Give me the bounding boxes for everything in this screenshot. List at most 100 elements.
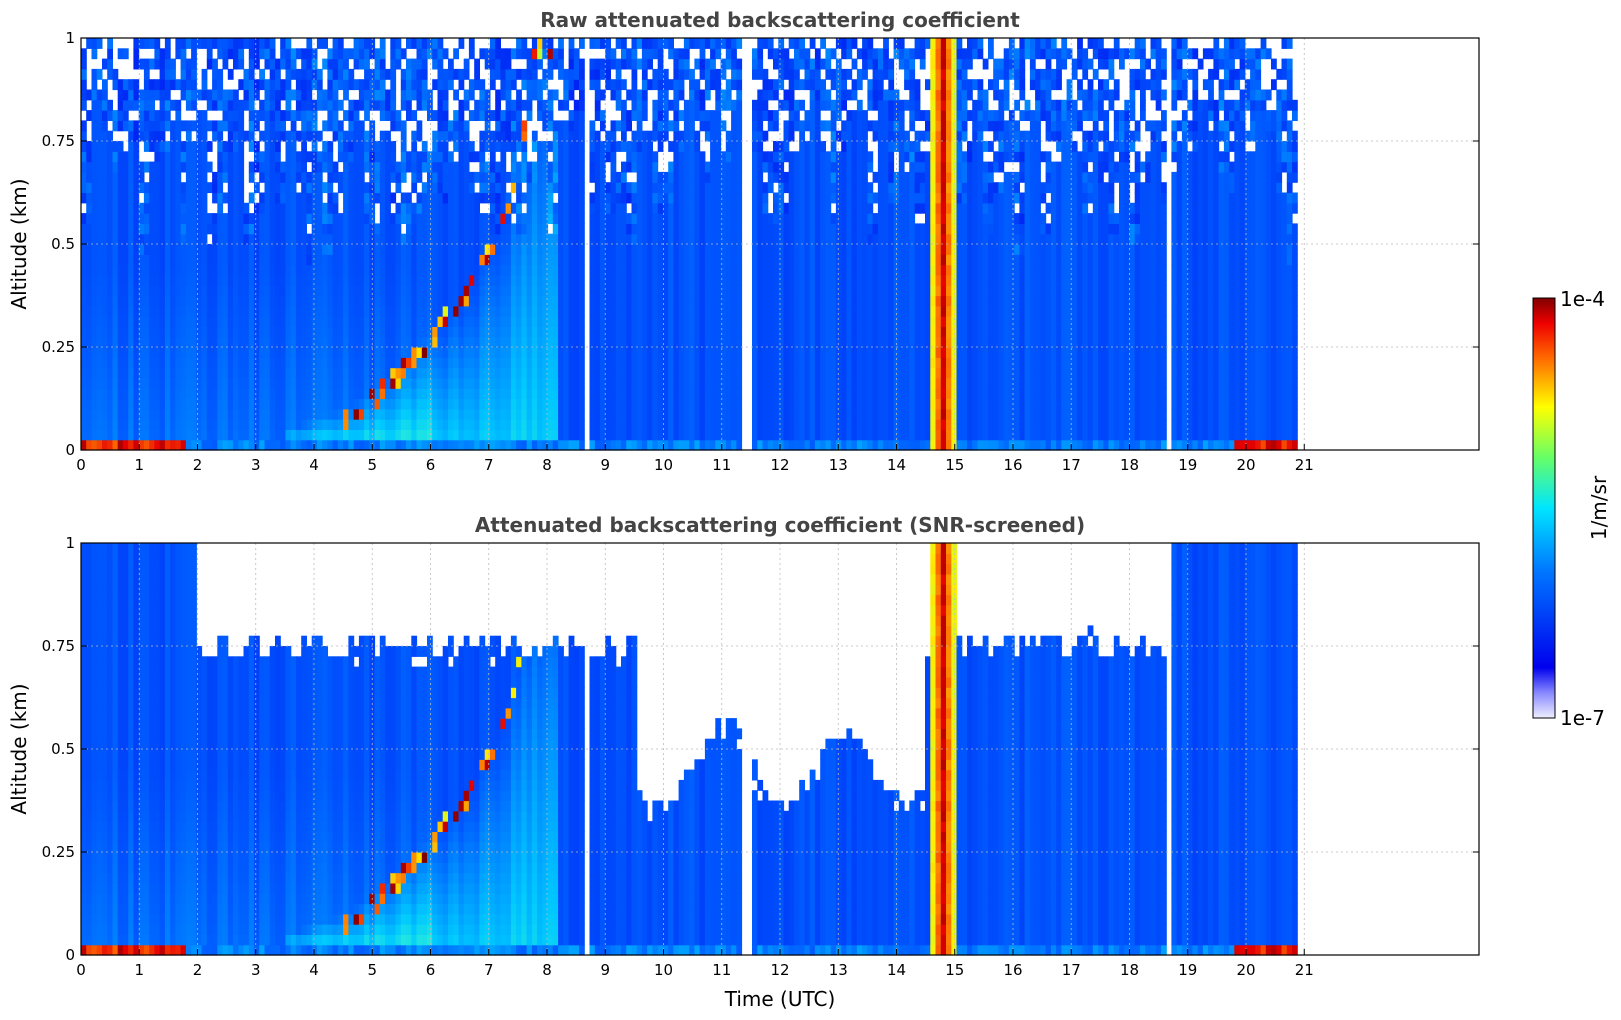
heatmap-cell xyxy=(773,419,779,430)
heatmap-cell xyxy=(521,151,528,163)
heatmap-cell xyxy=(222,398,229,410)
heatmap-cell xyxy=(809,254,816,266)
heatmap-cell xyxy=(264,254,271,266)
heatmap-cell xyxy=(809,377,816,389)
heatmap-cell xyxy=(710,305,716,317)
heatmap-cell xyxy=(327,439,334,451)
heatmap-cell xyxy=(725,305,732,317)
heatmap-cell xyxy=(526,316,533,327)
heatmap-cell xyxy=(594,408,601,420)
chart-title: Raw attenuated backscattering coefficien… xyxy=(540,8,1020,32)
heatmap-cell xyxy=(390,326,397,338)
heatmap-cell xyxy=(416,130,423,142)
heatmap-cell xyxy=(673,120,680,132)
heatmap-cell xyxy=(421,99,428,111)
heatmap-cell xyxy=(227,130,234,142)
heatmap-cell xyxy=(280,161,286,173)
heatmap-cell xyxy=(668,202,674,214)
heatmap-cell xyxy=(516,182,522,194)
heatmap-cell xyxy=(794,68,800,80)
heatmap-cell xyxy=(358,130,365,142)
heatmap-cell xyxy=(196,347,203,358)
heatmap-cell xyxy=(484,130,491,142)
heatmap-cell xyxy=(626,388,632,400)
heatmap-cell xyxy=(563,120,570,132)
heatmap-cell xyxy=(594,110,601,121)
heatmap-cell xyxy=(107,264,113,276)
heatmap-cell xyxy=(364,141,370,152)
heatmap-cell xyxy=(364,213,370,224)
heatmap-cell xyxy=(385,182,391,194)
heatmap-cell xyxy=(710,171,716,183)
heatmap-cell xyxy=(542,233,549,245)
heatmap-cell xyxy=(783,398,790,410)
heatmap-cell xyxy=(442,99,449,111)
heatmap-cell xyxy=(489,408,496,420)
heatmap-cell xyxy=(809,244,816,255)
heatmap-cell xyxy=(720,419,727,430)
heatmap-cell xyxy=(400,192,407,204)
heatmap-cell xyxy=(316,326,323,338)
heatmap-cell xyxy=(453,336,459,348)
heatmap-cell xyxy=(542,120,549,132)
heatmap-cell xyxy=(783,357,790,369)
heatmap-cell xyxy=(568,367,575,379)
heatmap-cell xyxy=(516,161,522,173)
heatmap-cell xyxy=(641,38,648,49)
heatmap-cell xyxy=(248,419,255,430)
heatmap-cell xyxy=(558,68,564,80)
heatmap-cell xyxy=(794,429,800,441)
heatmap-cell xyxy=(657,357,664,369)
heatmap-cell xyxy=(636,161,643,173)
heatmap-cell xyxy=(159,58,166,70)
heatmap-cell xyxy=(489,161,496,173)
heatmap-cell xyxy=(725,244,732,255)
heatmap-cell xyxy=(379,79,386,91)
heatmap-cell xyxy=(159,223,166,235)
heatmap-cell xyxy=(736,367,743,379)
heatmap-cell xyxy=(432,58,438,70)
heatmap-cell xyxy=(337,120,344,132)
heatmap-cell xyxy=(180,233,187,245)
heatmap-cell xyxy=(794,295,800,307)
heatmap-cell xyxy=(133,429,140,441)
heatmap-cell xyxy=(579,264,585,276)
heatmap-cell xyxy=(117,79,124,91)
heatmap-cell xyxy=(479,367,486,379)
heatmap-cell xyxy=(102,110,108,121)
heatmap-cell xyxy=(427,439,433,451)
heatmap-cell xyxy=(788,274,795,286)
heatmap-cell xyxy=(102,89,108,101)
heatmap-cell xyxy=(107,388,113,400)
heatmap-cell xyxy=(233,326,239,338)
heatmap-cell xyxy=(117,120,124,132)
heatmap-cell xyxy=(311,316,318,327)
heatmap-cell xyxy=(615,274,622,286)
heatmap-cell xyxy=(526,377,533,389)
heatmap-cell xyxy=(180,336,187,348)
heatmap-cell xyxy=(683,223,690,235)
heatmap-cell xyxy=(689,182,695,194)
heatmap-cell xyxy=(489,285,496,297)
heatmap-cell xyxy=(406,38,412,49)
heatmap-cell xyxy=(395,38,402,49)
heatmap-cell xyxy=(138,202,145,214)
heatmap-cell xyxy=(495,192,501,204)
heatmap-cell xyxy=(222,347,229,358)
heatmap-cell xyxy=(301,264,307,276)
heatmap-cell xyxy=(164,377,171,389)
heatmap-cell xyxy=(285,223,292,235)
heatmap-cell xyxy=(468,182,475,194)
heatmap-cell xyxy=(495,439,501,451)
heatmap-cell xyxy=(170,408,176,420)
heatmap-cell xyxy=(222,192,229,204)
heatmap-cell xyxy=(615,192,622,204)
heatmap-cell xyxy=(138,254,145,266)
heatmap-cell xyxy=(662,120,669,132)
heatmap-cell xyxy=(652,48,659,60)
heatmap-cell xyxy=(269,130,276,142)
heatmap-cell xyxy=(332,357,339,369)
heatmap-cell xyxy=(217,419,224,430)
heatmap-cell xyxy=(788,285,795,297)
heatmap-cell xyxy=(406,336,412,348)
